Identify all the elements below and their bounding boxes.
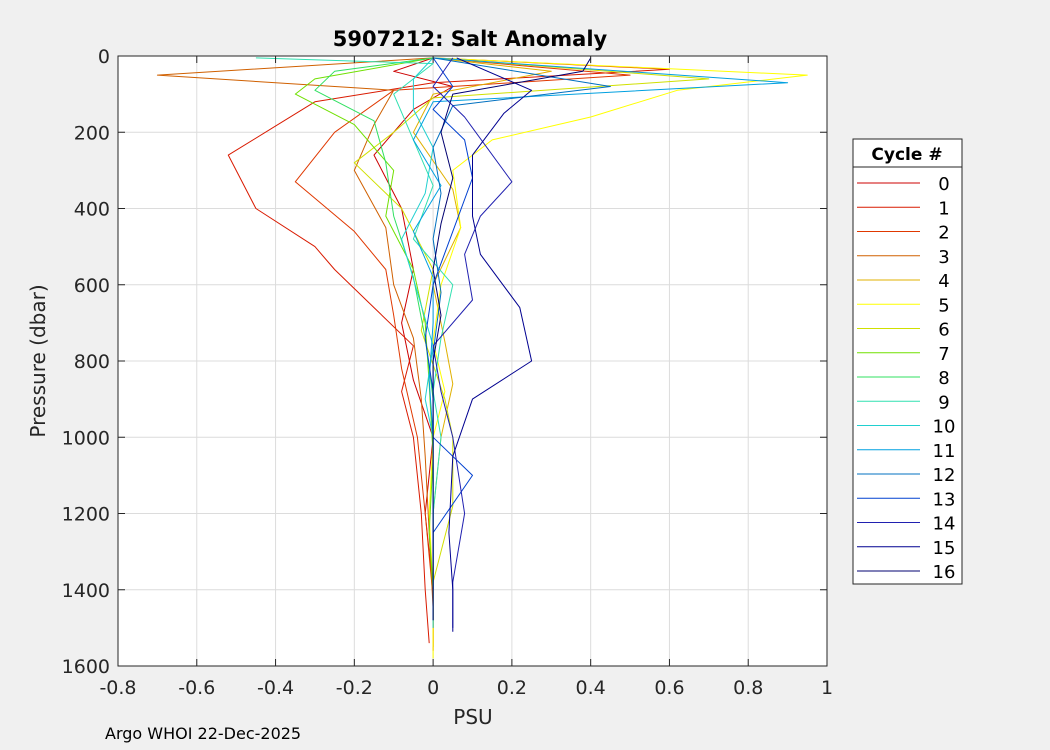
legend-label: 3 (938, 247, 949, 268)
legend-label: 16 (933, 562, 956, 583)
legend-label: 11 (933, 441, 956, 462)
series-line-cycle-1 (227, 57, 670, 644)
y-tick-label: 1000 (62, 427, 110, 449)
x-tick-label: 0.8 (733, 677, 763, 699)
legend-item-cycle-2: 2 (857, 223, 950, 244)
series-line-cycle-14 (432, 57, 513, 628)
legend-item-cycle-8: 8 (857, 368, 950, 389)
y-tick-labels: 0 200 400 600 800 1000 1200 1400 1600 (62, 46, 110, 678)
legend-item-cycle-11: 11 (857, 441, 955, 462)
series-line-cycle-16 (432, 57, 592, 621)
legend-item-cycle-15: 15 (857, 538, 955, 559)
legend-label: 9 (938, 392, 949, 413)
y-tick-label: 1600 (62, 656, 110, 678)
axis-ticks (117, 55, 828, 667)
x-tick-label: -0.6 (178, 677, 215, 699)
x-tick-label: 0.2 (497, 677, 527, 699)
x-tick-label: 0.6 (654, 677, 684, 699)
legend-item-cycle-16: 16 (857, 562, 955, 583)
series-line-cycle-7 (294, 57, 434, 590)
x-tick-label: -0.4 (257, 677, 294, 699)
y-tick-label: 0 (98, 46, 110, 68)
legend-label: 2 (938, 223, 949, 244)
legend-item-cycle-12: 12 (857, 465, 955, 486)
legend-label: 4 (938, 271, 949, 292)
x-tick-label: 0 (427, 677, 439, 699)
legend-item-cycle-3: 3 (857, 247, 950, 268)
x-axis-label: PSU (453, 705, 492, 729)
series-line-cycle-15 (448, 57, 533, 632)
legend-label: 12 (933, 465, 956, 486)
footer-credit: Argo WHOI 22-Dec-2025 (105, 724, 302, 743)
series-line-cycle-5 (428, 57, 808, 659)
chart-title: 5907212: Salt Anomaly (333, 27, 608, 51)
legend-item-cycle-9: 9 (857, 392, 950, 413)
data-series (156, 57, 808, 659)
y-tick-label: 400 (74, 199, 110, 221)
legend-label: 14 (933, 514, 956, 535)
legend-box (852, 138, 963, 585)
legend-item-cycle-14: 14 (857, 514, 955, 535)
x-tick-labels: -0.8 -0.6 -0.4 -0.2 0 0.2 0.4 0.6 0.8 1 (99, 677, 833, 699)
y-axis-label: Pressure (dbar) (26, 284, 50, 437)
legend-item-cycle-6: 6 (857, 320, 950, 341)
legend-item-cycle-5: 5 (857, 295, 950, 316)
legend-title: Cycle # (871, 145, 942, 165)
legend-label: 1 (938, 198, 949, 219)
legend-item-cycle-7: 7 (857, 344, 950, 365)
y-tick-label: 200 (74, 122, 110, 144)
y-tick-label: 1400 (62, 580, 110, 602)
legend-item-cycle-10: 10 (857, 417, 955, 438)
series-line-cycle-13 (424, 57, 473, 590)
legend-label: 8 (938, 368, 949, 389)
legend-item-cycle-1: 1 (857, 198, 950, 219)
x-tick-label: 1 (821, 677, 833, 699)
legend-item-cycle-13: 13 (857, 489, 955, 510)
x-tick-label: -0.2 (336, 677, 373, 699)
legend-label: 0 (938, 174, 949, 195)
y-tick-label: 800 (74, 351, 110, 373)
legend-item-cycle-0: 0 (857, 174, 950, 195)
y-tick-label: 600 (74, 275, 110, 297)
y-tick-label: 1200 (62, 504, 110, 526)
legend-label: 5 (938, 295, 949, 316)
x-tick-label: 0.4 (576, 677, 606, 699)
legend-item-cycle-4: 4 (857, 271, 950, 292)
legend-label: 7 (938, 344, 949, 365)
legend-label: 13 (933, 489, 956, 510)
x-tick-label: -0.8 (99, 677, 136, 699)
legend-label: 6 (938, 320, 949, 341)
legend-label: 10 (933, 417, 956, 438)
legend-label: 15 (933, 538, 956, 559)
